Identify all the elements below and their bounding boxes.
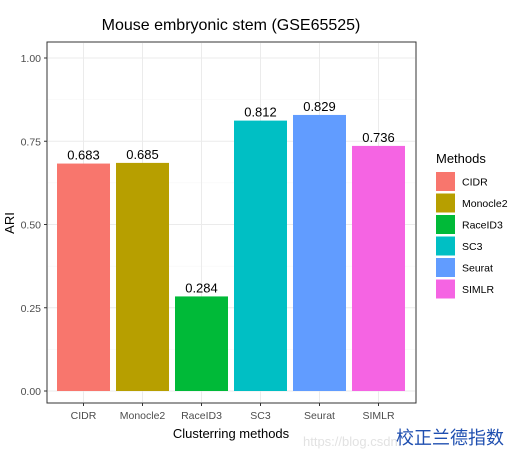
bar-raceid3 (175, 296, 228, 391)
x-tick-label: Seurat (304, 410, 335, 422)
x-tick-label: RaceID3 (181, 410, 222, 422)
x-tick-label: SIMLR (362, 410, 395, 422)
x-tick-label: CIDR (71, 410, 97, 422)
bar-monocle2 (116, 162, 169, 391)
bar-labels: 0.683 0.685 0.284 0.812 0.829 0.736 (67, 99, 395, 295)
legend-swatch (436, 279, 455, 299)
bar-value-label: 0.685 (126, 147, 159, 162)
chart-title: Mouse embryonic stem (GSE65525) (102, 17, 361, 34)
watermark-url: https://blog.csdn. (303, 434, 401, 449)
legend-swatch (436, 193, 455, 213)
bar-seurat (293, 114, 346, 392)
bar-sc3 (234, 120, 287, 391)
legend-label: Monocle2 (462, 198, 508, 210)
x-axis: CIDR Monocle2 RaceID3 SC3 Seurat SIMLR (71, 403, 395, 422)
bar-value-label: 0.683 (67, 148, 100, 163)
bar-cidr (57, 163, 110, 391)
legend-swatch (436, 236, 455, 256)
y-tick-label: 0.50 (21, 220, 42, 232)
bar-value-label: 0.829 (303, 99, 336, 114)
legend-swatch (436, 215, 455, 234)
y-axis: 0.00 0.25 0.50 0.75 1.00 (21, 53, 47, 398)
x-tick-label: SC3 (250, 410, 271, 422)
bars (57, 114, 405, 392)
legend-label: SC3 (462, 241, 483, 253)
legend: Methods CIDR Monocle2 RaceID3 SC3 Seurat SIML… (436, 151, 508, 299)
bar-value-label: 0.812 (244, 105, 277, 120)
legend-swatch (436, 258, 455, 277)
y-tick-label: 0.25 (21, 303, 42, 315)
watermark-brand: 校正兰德指数 (396, 428, 504, 448)
y-axis-title: ARI (2, 212, 17, 234)
x-axis-title: Clusterring methods (173, 426, 290, 441)
y-tick-label: 0.00 (21, 386, 42, 398)
legend-label: SIMLR (462, 284, 495, 296)
legend-label: Seurat (462, 263, 493, 275)
bar-value-label: 0.736 (362, 130, 395, 145)
bar-simlr (352, 145, 405, 391)
y-tick-label: 1.00 (21, 53, 42, 65)
legend-label: RaceID3 (462, 220, 503, 232)
x-tick-label: Monocle2 (120, 410, 166, 422)
legend-swatch (436, 172, 455, 191)
y-tick-label: 0.75 (21, 136, 42, 148)
bar-value-label: 0.284 (185, 280, 218, 295)
legend-title: Methods (436, 151, 486, 166)
legend-label: CIDR (462, 177, 488, 189)
